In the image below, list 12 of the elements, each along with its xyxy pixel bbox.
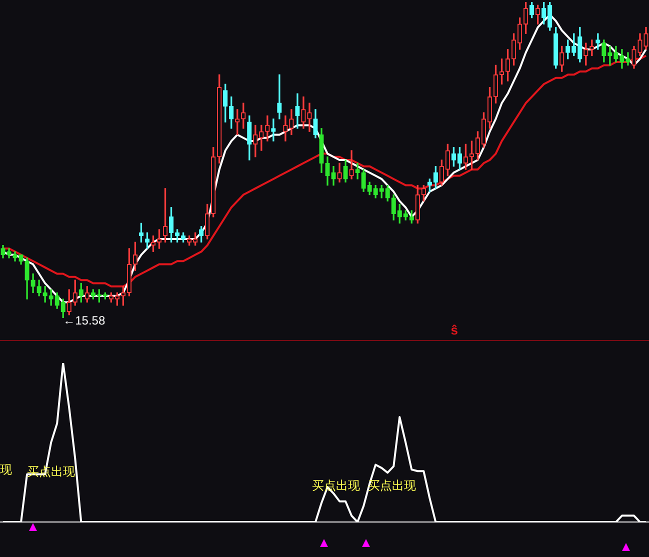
candlestick xyxy=(349,150,354,180)
annotation: 买点出现 xyxy=(312,478,360,492)
candlestick xyxy=(48,289,54,306)
text: ŝ xyxy=(450,322,458,338)
candlestick xyxy=(608,46,612,66)
annotation: 现 xyxy=(0,462,12,476)
annotation: ←15.58 xyxy=(63,313,106,328)
candlestick xyxy=(307,102,312,132)
candlestick xyxy=(271,118,276,142)
candlestick xyxy=(42,286,48,303)
candlestick xyxy=(355,162,360,180)
candlestick xyxy=(277,74,282,120)
